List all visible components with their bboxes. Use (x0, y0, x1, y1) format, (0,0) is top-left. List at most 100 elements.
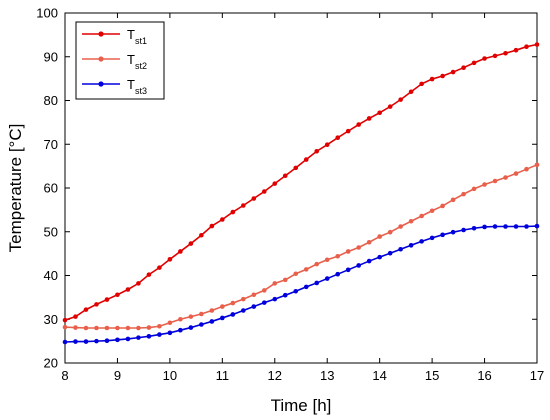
data-point (419, 81, 424, 87)
series-line (64, 164, 538, 329)
data-point (157, 323, 162, 329)
data-point (492, 178, 498, 184)
data-point (303, 267, 309, 272)
data-point (482, 224, 487, 230)
data-point (482, 182, 487, 187)
x-tick-label: 9 (114, 368, 121, 383)
data-point (272, 281, 278, 286)
data-point (335, 135, 341, 140)
data-point (303, 284, 309, 290)
data-point (272, 296, 278, 302)
legend-item: Tst3 (82, 77, 147, 96)
data-point (115, 337, 120, 343)
data-point (440, 232, 445, 238)
data-point (419, 213, 424, 219)
series-st3 (62, 223, 540, 345)
x-tick-label: 16 (477, 368, 491, 383)
data-point (167, 330, 173, 336)
data-point (440, 73, 445, 79)
data-point (366, 258, 372, 264)
x-tick-label: 17 (530, 368, 544, 383)
data-point (209, 308, 215, 313)
data-point (513, 47, 519, 53)
data-point (356, 245, 361, 250)
data-point (73, 339, 78, 344)
series-line (64, 225, 538, 343)
legend-label-subscript: st2 (135, 61, 147, 71)
data-point (377, 110, 382, 116)
legend-label: Tst2 (127, 52, 147, 71)
data-point (356, 122, 361, 127)
y-tick-label: 50 (44, 224, 58, 239)
data-point (178, 327, 183, 333)
data-point (314, 261, 320, 267)
data-point (199, 311, 204, 317)
data-point (73, 325, 78, 330)
data-point (251, 304, 257, 309)
data-point (534, 162, 540, 168)
data-point (199, 232, 204, 238)
data-point (450, 69, 456, 75)
legend-swatch-marker (98, 31, 104, 37)
data-point (513, 171, 519, 176)
legend-label: Tst1 (127, 27, 147, 46)
data-point (282, 292, 288, 298)
data-point (398, 224, 403, 229)
data-point (398, 246, 403, 252)
data-point (83, 339, 89, 344)
data-point (440, 203, 445, 209)
data-point (471, 60, 477, 66)
data-point (524, 166, 529, 172)
y-tick-label: 80 (44, 93, 58, 108)
data-point (94, 325, 99, 331)
data-point (230, 209, 236, 215)
data-point (62, 324, 68, 330)
data-point (534, 223, 540, 229)
data-point (398, 97, 403, 102)
data-point (261, 288, 267, 293)
data-point (345, 128, 351, 134)
data-point (503, 224, 508, 229)
data-point (282, 277, 288, 283)
y-tick-label: 90 (44, 49, 58, 64)
data-point (534, 42, 540, 47)
data-point (492, 224, 498, 229)
data-point (230, 300, 236, 306)
data-point (461, 191, 466, 197)
data-point (314, 280, 320, 286)
data-point (178, 249, 183, 254)
data-point (115, 325, 120, 331)
data-point (503, 175, 508, 180)
data-point (503, 50, 508, 56)
data-point (178, 316, 183, 322)
y-tick-label: 60 (44, 181, 58, 196)
data-point (104, 325, 110, 331)
data-point (471, 225, 477, 231)
data-point (62, 339, 68, 345)
data-point (125, 325, 131, 331)
y-tick-label: 40 (44, 268, 58, 283)
data-point (146, 334, 152, 339)
data-point (167, 320, 173, 326)
data-point (157, 332, 162, 337)
data-point (146, 272, 152, 277)
data-point (251, 196, 257, 201)
data-point (335, 271, 341, 277)
legend-item: Tst2 (82, 52, 147, 71)
data-point (241, 203, 246, 208)
data-point (261, 189, 267, 194)
data-point (115, 292, 120, 298)
x-axis: 8 9 10 11 12 13 14 15 16 17 (61, 13, 544, 383)
series-line (64, 43, 538, 321)
data-point (62, 317, 68, 323)
data-point (188, 314, 194, 319)
data-point (387, 104, 393, 109)
data-point (199, 322, 204, 327)
data-point (125, 287, 131, 292)
data-point (450, 197, 456, 203)
legend-label-main: T (127, 27, 135, 42)
data-point (73, 314, 78, 319)
data-point (104, 338, 110, 343)
data-point (387, 250, 393, 256)
